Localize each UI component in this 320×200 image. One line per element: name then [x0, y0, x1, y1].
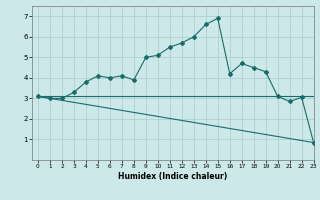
X-axis label: Humidex (Indice chaleur): Humidex (Indice chaleur): [118, 172, 228, 181]
